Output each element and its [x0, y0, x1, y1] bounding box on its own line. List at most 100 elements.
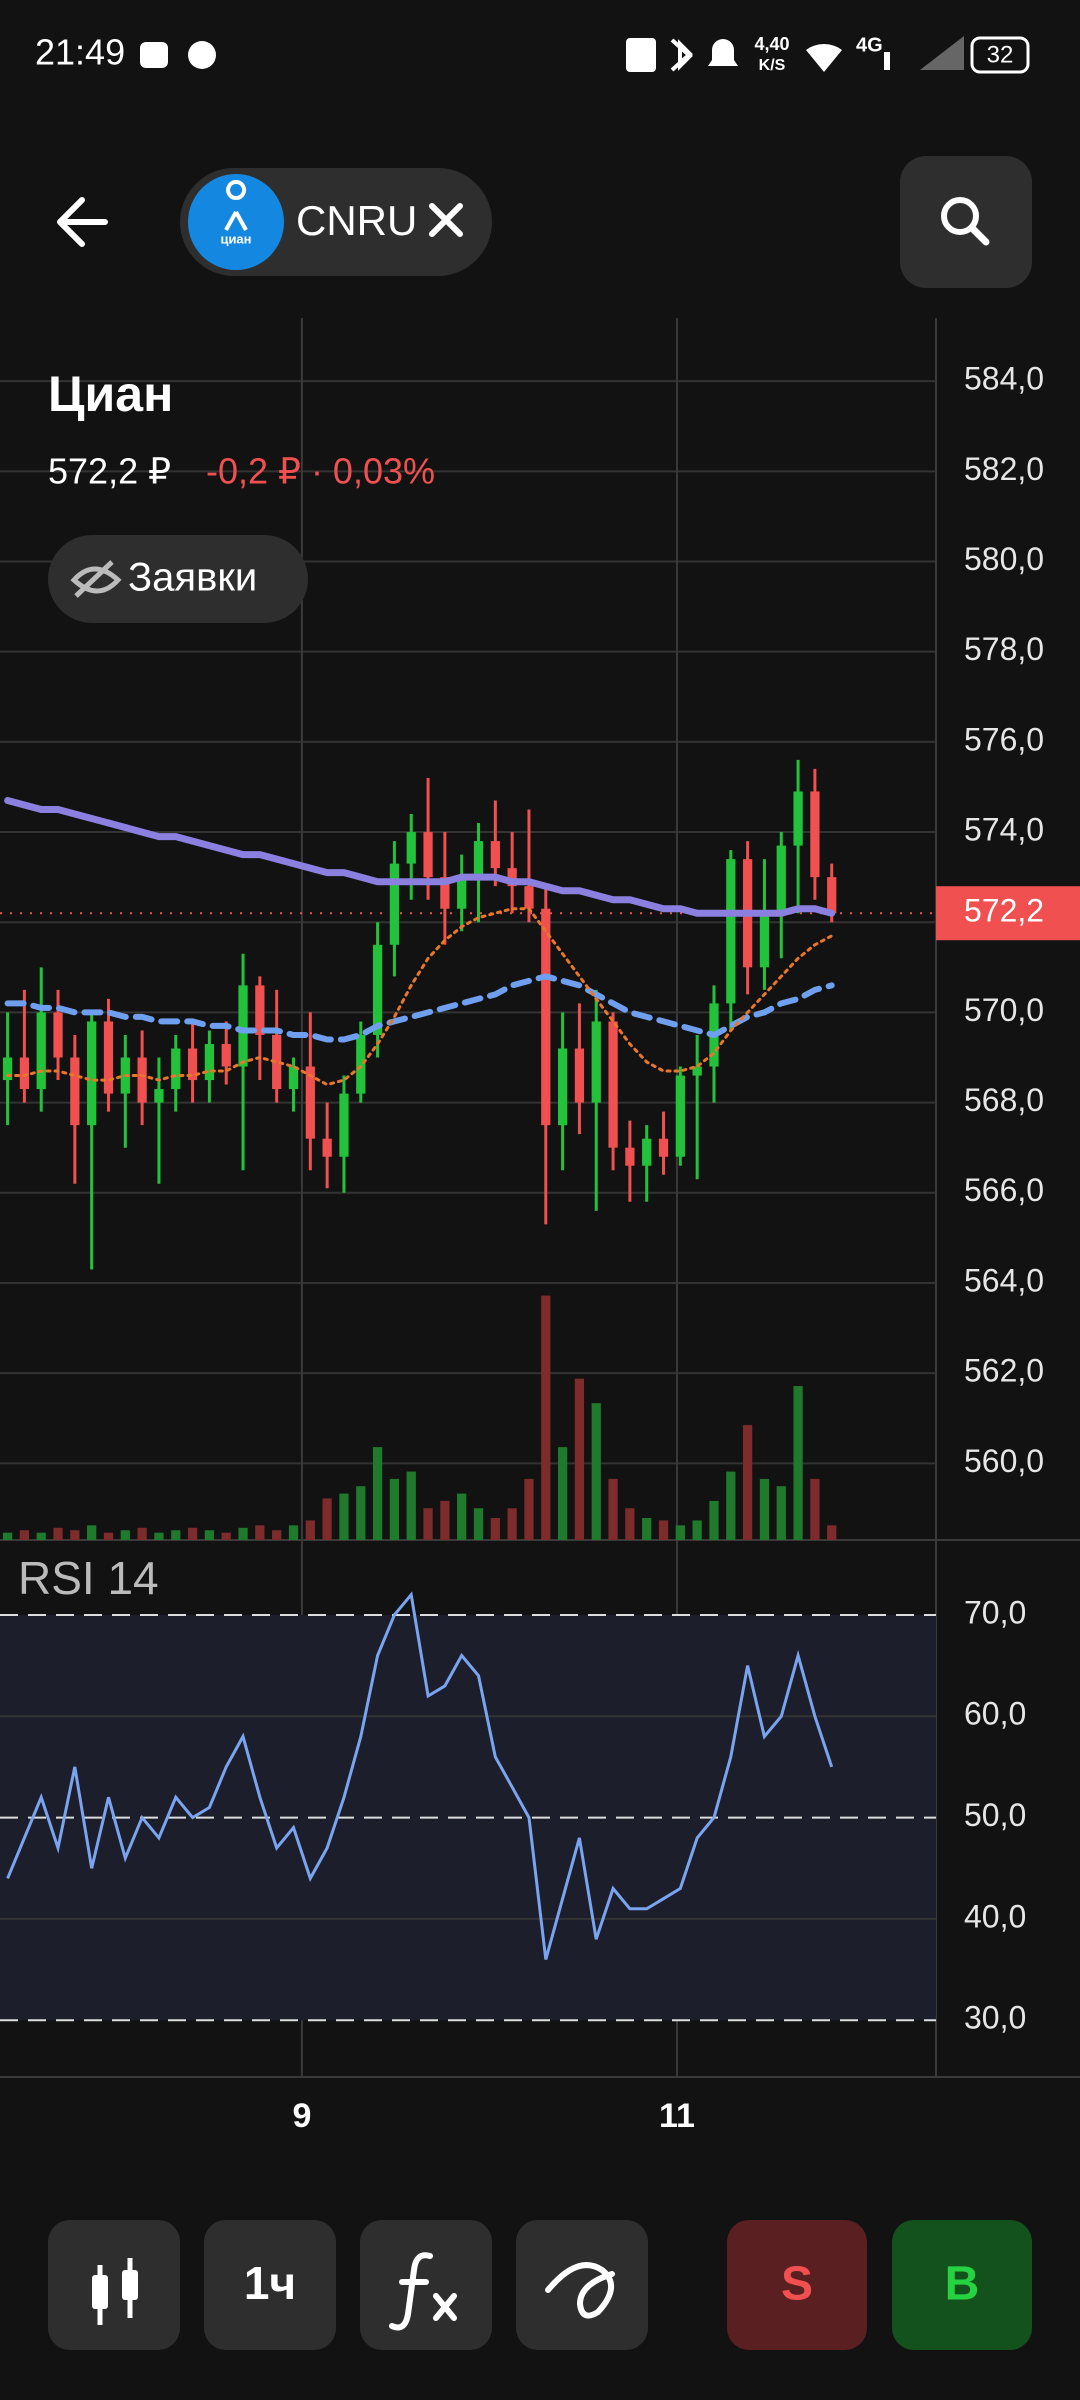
volume-bar — [120, 1530, 130, 1540]
volume-bar — [658, 1520, 669, 1540]
volume-bar — [187, 1527, 198, 1540]
candle-body — [288, 1066, 299, 1090]
volume-bar — [709, 1500, 719, 1540]
volume-bar — [726, 1471, 736, 1540]
volume-bar — [574, 1378, 585, 1540]
close-chip[interactable] — [429, 203, 463, 237]
mute-icon — [708, 39, 738, 66]
y-tick-label: 568,0 — [964, 1082, 1044, 1118]
interval-button[interactable] — [204, 2220, 336, 2350]
candle-body — [255, 985, 265, 1035]
rsi-line — [6, 1591, 834, 1960]
volume-bar — [591, 1403, 601, 1540]
volume-bar — [473, 1508, 484, 1540]
y-tick-label: 40,0 — [964, 1898, 1026, 1934]
candle-body — [759, 913, 770, 968]
last-price-label: 572,2 — [964, 893, 1044, 929]
candle-body — [339, 1093, 349, 1157]
candle-body — [87, 1021, 97, 1126]
back-button[interactable] — [57, 197, 108, 247]
orders-button[interactable] — [48, 535, 308, 623]
candle-body — [440, 877, 450, 909]
hidden-icon — [70, 560, 122, 598]
search-icon — [941, 197, 979, 235]
volume-bar — [272, 1530, 282, 1540]
moving-average — [4, 973, 835, 1043]
candle-body — [372, 944, 383, 1035]
y-tick-label: 564,0 — [964, 1262, 1044, 1298]
volume-bar — [625, 1508, 635, 1540]
panel-title: RSI 14 — [18, 1552, 159, 1604]
volume-bar — [305, 1520, 315, 1540]
nfc-icon — [626, 38, 656, 72]
y-tick-label: 580,0 — [964, 541, 1044, 577]
moving-average — [6, 907, 834, 1087]
candle-body — [389, 863, 400, 945]
volume-bar — [810, 1478, 820, 1540]
candle-body — [457, 877, 467, 909]
battery-level: 32 — [987, 41, 1014, 68]
battery-icon — [970, 36, 1030, 74]
candle-body — [658, 1138, 669, 1157]
candle-body — [692, 1066, 702, 1076]
volume-bar — [524, 1478, 534, 1540]
volume-bar — [742, 1425, 753, 1540]
volume-bar — [557, 1447, 568, 1540]
search-button[interactable] — [900, 156, 1032, 288]
candle-body — [675, 1075, 685, 1157]
buy-button[interactable] — [892, 2220, 1032, 2350]
candle-body — [272, 1034, 282, 1090]
y-tick-label: 574,0 — [964, 812, 1044, 848]
logo-text: циан — [220, 231, 251, 246]
volume-bar — [675, 1525, 685, 1540]
candle-icon — [92, 2275, 108, 2309]
volume-bar — [103, 1532, 114, 1540]
volume-bar — [339, 1493, 349, 1540]
volume-bar — [137, 1527, 147, 1540]
volume-bar — [288, 1525, 299, 1540]
sell-button[interactable] — [727, 2220, 867, 2350]
orders-label: Заявки — [128, 556, 257, 600]
candle-icon — [122, 2270, 138, 2300]
volume-bar — [457, 1493, 467, 1540]
wifi-icon — [806, 44, 842, 72]
y-tick-label: 60,0 — [964, 1696, 1026, 1732]
fx-icon — [389, 2252, 457, 2331]
volume-bar — [423, 1508, 433, 1540]
volume-bar — [356, 1486, 366, 1540]
volume-bar — [36, 1532, 46, 1540]
volume-bar — [440, 1500, 450, 1540]
status-time: 21:49 — [35, 32, 125, 73]
last-price-box — [936, 886, 1080, 941]
volume-bar — [322, 1498, 332, 1540]
volume-bar — [608, 1478, 618, 1540]
volume-bar — [171, 1530, 181, 1540]
volume-bar — [53, 1527, 63, 1540]
volume-bar — [204, 1530, 215, 1540]
candle-body — [423, 832, 433, 878]
volume-bar — [87, 1525, 97, 1540]
candle-body — [356, 1034, 366, 1094]
sell-label: S — [781, 2258, 813, 2311]
instrument-price: 572,2 ₽ — [48, 451, 171, 492]
y-tick-label: 570,0 — [964, 992, 1044, 1028]
candle-body — [625, 1147, 635, 1166]
volume-bar — [692, 1520, 702, 1540]
net-speed: 4,40 — [754, 34, 789, 54]
candle-body — [793, 791, 803, 846]
y-tick-label: 70,0 — [964, 1594, 1026, 1630]
volume-bar — [221, 1532, 231, 1540]
drawing-icon — [545, 2262, 615, 2319]
candle-body — [776, 845, 786, 914]
volume-bar — [70, 1530, 80, 1540]
instrument-change: -0,2 ₽ · 0,03% — [206, 451, 435, 492]
volume-bar — [238, 1527, 248, 1540]
drawing-button[interactable] — [516, 2220, 648, 2350]
candle-body — [2, 1057, 13, 1081]
y-tick-label: 30,0 — [964, 2000, 1026, 2036]
chart-type-button[interactable] — [48, 2220, 180, 2350]
candle-body — [827, 877, 837, 914]
candle-body — [204, 1043, 215, 1081]
